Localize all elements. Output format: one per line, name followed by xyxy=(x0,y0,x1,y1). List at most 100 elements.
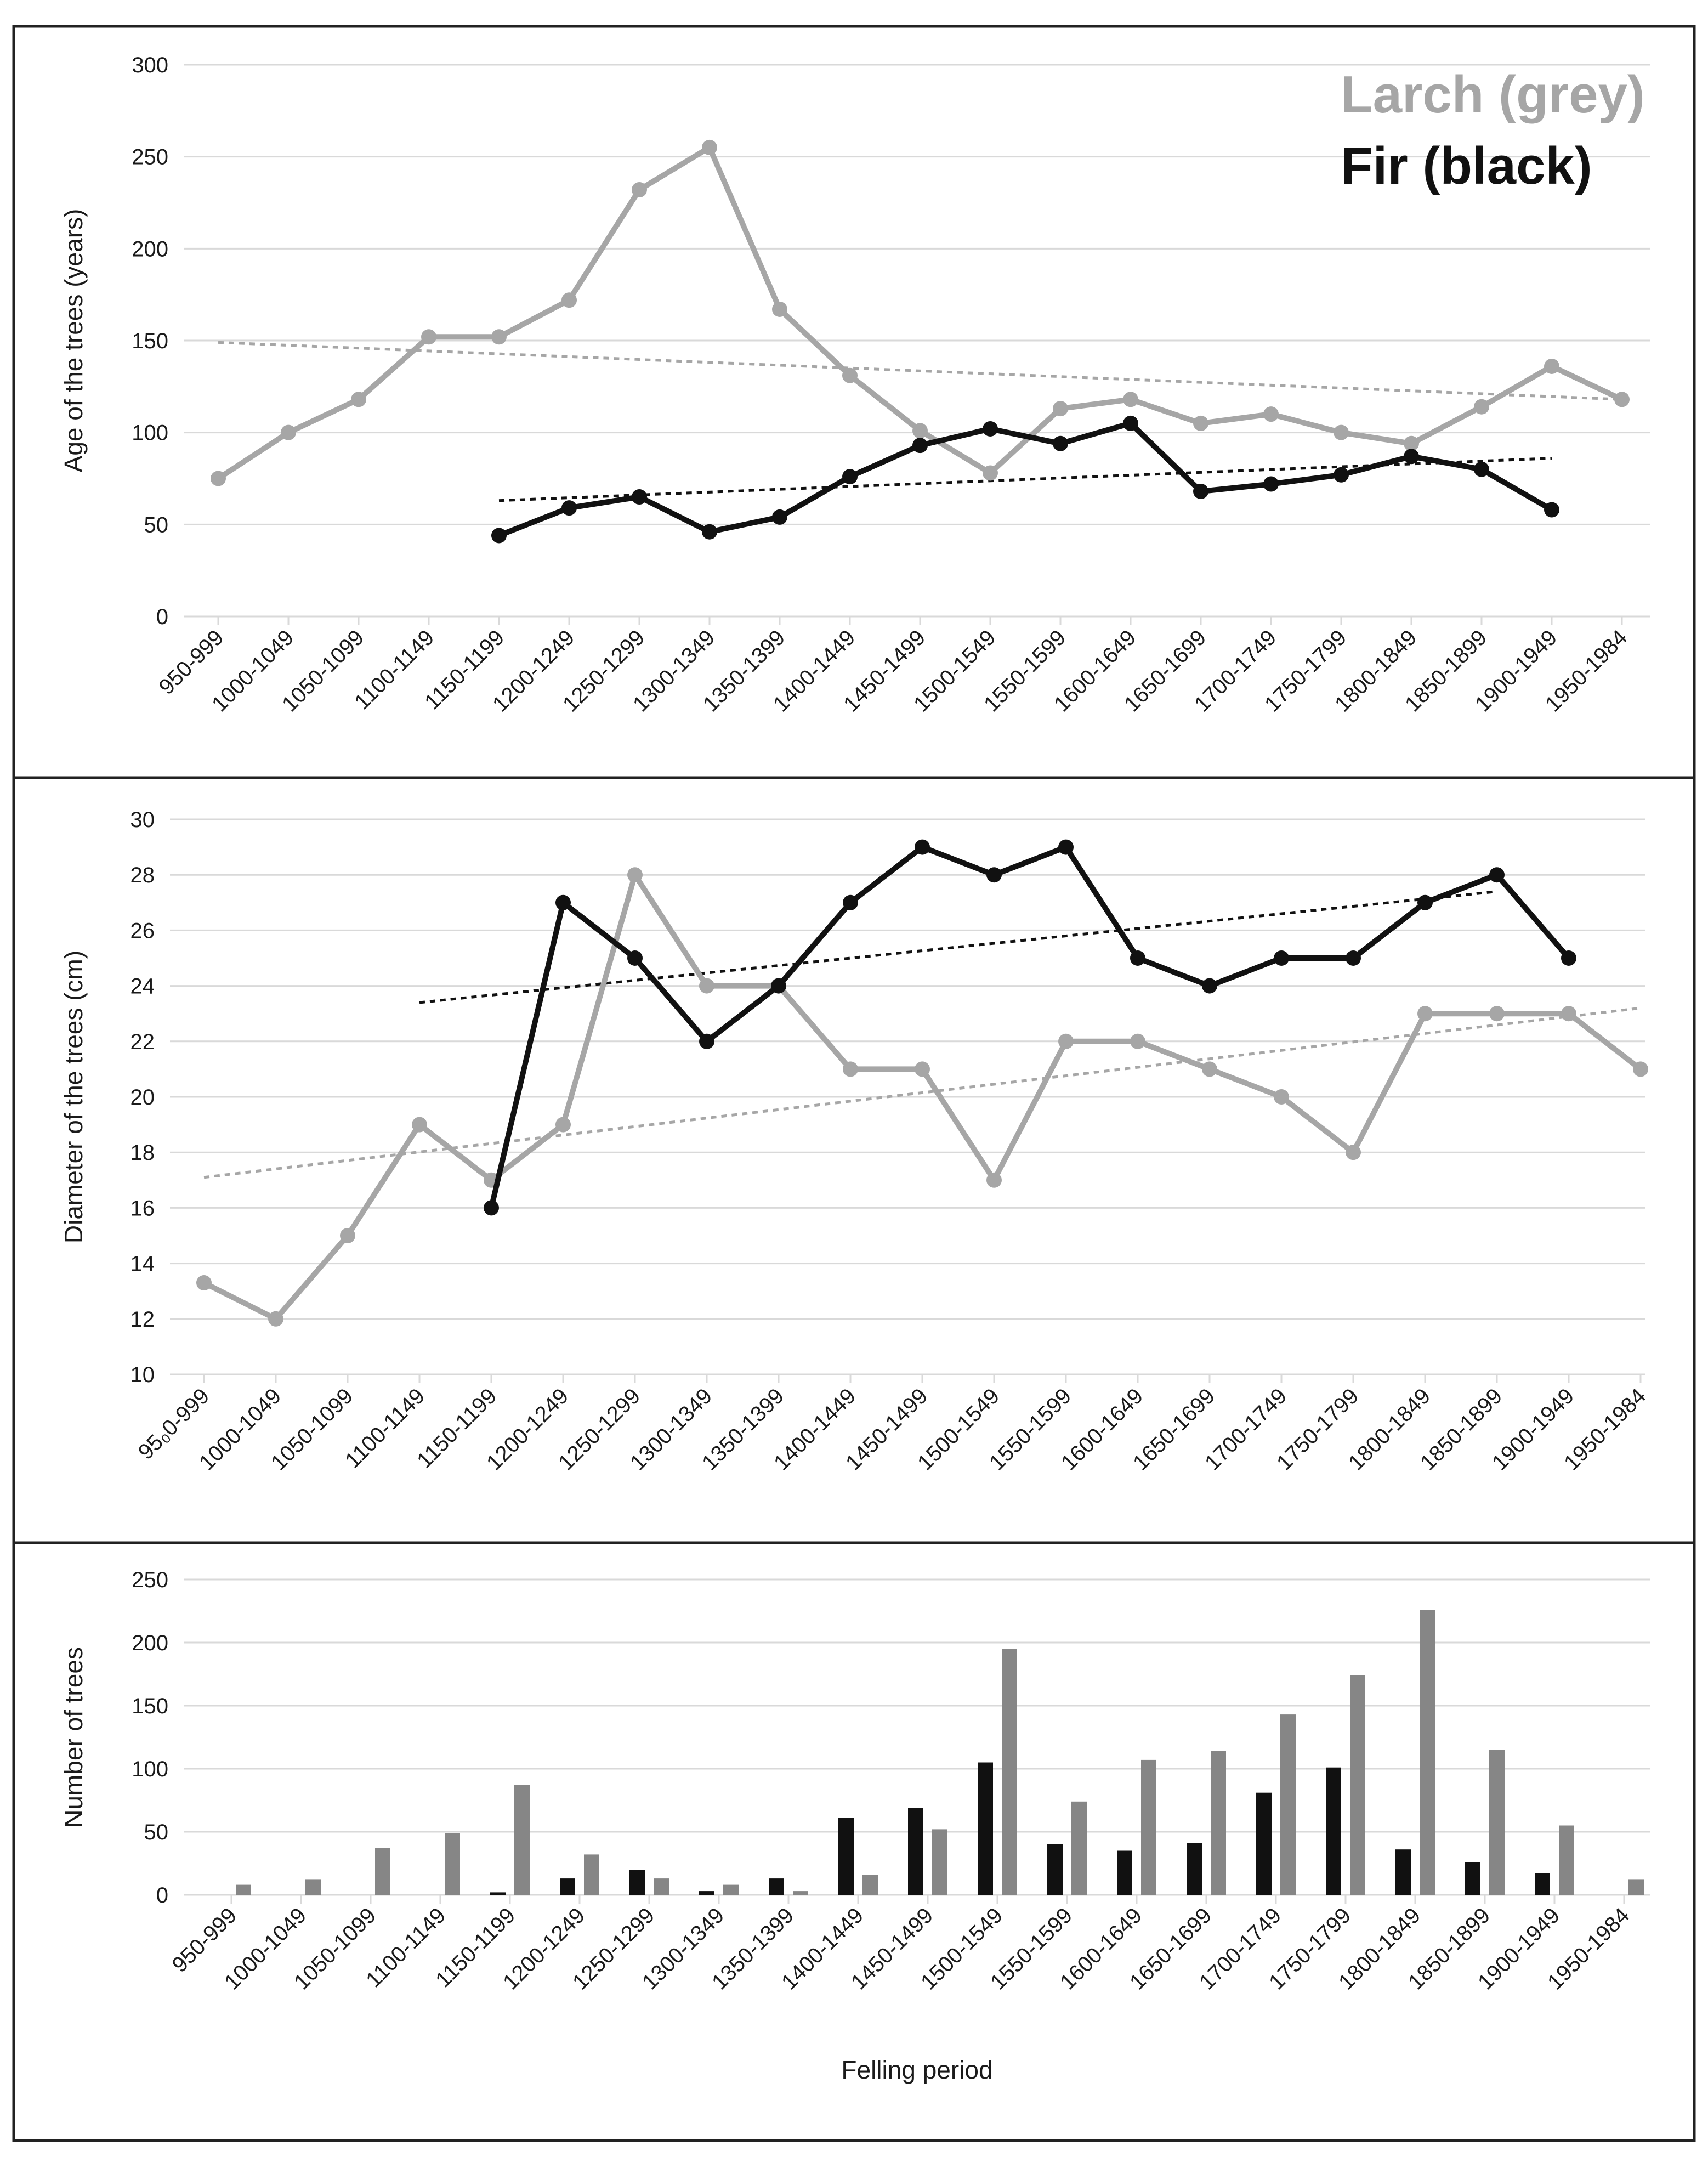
diameter-point-larch xyxy=(268,1311,283,1327)
age-y-tick-label: 0 xyxy=(156,605,168,629)
number-bar-fir xyxy=(1117,1850,1132,1895)
number-bar-fir xyxy=(908,1808,923,1895)
age-trendline-larch xyxy=(218,341,1622,401)
age-point-larch xyxy=(1263,406,1279,422)
number-y-tick-label: 250 xyxy=(132,1568,168,1592)
age-y-tick-label: 250 xyxy=(132,145,168,169)
age-point-fir xyxy=(1474,461,1489,477)
number-y-tick-label: 200 xyxy=(132,1631,168,1655)
number-bar-fir xyxy=(838,1818,854,1895)
diameter-y-tick-label: 10 xyxy=(130,1363,155,1387)
age-point-fir xyxy=(1404,449,1419,465)
diameter-point-fir xyxy=(986,867,1002,883)
age-point-fir xyxy=(491,528,507,544)
number-bar-larch xyxy=(1280,1714,1296,1895)
age-point-larch xyxy=(351,392,366,407)
number-bar-larch xyxy=(584,1854,599,1895)
number-bar-fir xyxy=(699,1891,714,1895)
number-bar-larch xyxy=(1141,1759,1156,1895)
number-bar-larch xyxy=(375,1848,390,1895)
number-bar-larch xyxy=(1559,1825,1574,1895)
diameter-point-larch xyxy=(1346,1145,1361,1160)
diameter-y-tick-label: 22 xyxy=(130,1030,155,1054)
age-point-larch xyxy=(1193,415,1208,431)
age-series-line-fir xyxy=(496,420,1554,539)
diameter-y-tick-label: 12 xyxy=(130,1307,155,1332)
diameter-point-larch xyxy=(555,1117,571,1133)
age-y-tick-label: 150 xyxy=(132,329,168,353)
diameter-point-larch xyxy=(843,1061,858,1077)
diameter-point-larch xyxy=(915,1061,930,1077)
number-bar-larch xyxy=(1071,1801,1087,1895)
number-x-axis-title: Felling period xyxy=(841,2056,992,2084)
age-point-fir xyxy=(561,500,577,516)
number-bar-larch xyxy=(1420,1610,1435,1895)
diameter-point-fir xyxy=(1130,950,1145,966)
age-point-larch xyxy=(1474,399,1489,415)
number-bar-larch xyxy=(1489,1750,1505,1895)
age-point-larch xyxy=(1544,358,1559,374)
age-point-fir xyxy=(1123,415,1138,431)
age-point-larch xyxy=(702,139,717,155)
diameter-point-fir xyxy=(1417,894,1433,910)
number-bar-fir xyxy=(978,1762,993,1895)
age-y-tick-label: 300 xyxy=(132,53,168,77)
number-y-tick-label: 50 xyxy=(144,1820,169,1844)
diameter-series-line-fir xyxy=(489,844,1571,1211)
diameter-point-fir xyxy=(555,894,571,910)
diameter-y-tick-label: 24 xyxy=(130,975,155,999)
age-y-axis-title: Age of the trees (years) xyxy=(59,209,88,473)
number-bar-fir xyxy=(490,1892,506,1895)
age-point-larch xyxy=(1404,435,1419,451)
number-bar-larch xyxy=(445,1833,460,1895)
age-point-larch xyxy=(281,424,296,440)
number-bar-larch xyxy=(236,1884,251,1895)
diameter-point-fir xyxy=(627,950,643,966)
age-point-fir xyxy=(1053,435,1068,451)
number-y-tick-label: 150 xyxy=(132,1694,168,1718)
diameter-trendline-fir xyxy=(419,890,1497,1004)
age-point-larch xyxy=(983,465,998,481)
age-point-larch xyxy=(1053,401,1068,417)
age-point-fir xyxy=(912,438,928,454)
diameter-point-larch xyxy=(196,1275,212,1291)
diameter-y-tick-label: 30 xyxy=(130,808,155,832)
diameter-point-fir xyxy=(915,839,930,855)
diameter-point-fir xyxy=(699,1033,714,1049)
number-bar-larch xyxy=(654,1878,669,1895)
legend-larch: Larch (grey) xyxy=(1341,65,1645,124)
age-y-tick-label: 50 xyxy=(144,513,169,537)
age-point-larch xyxy=(842,367,858,383)
number-bar-fir xyxy=(629,1870,645,1895)
age-point-larch xyxy=(211,471,226,486)
number-bar-fir xyxy=(1465,1862,1480,1895)
diameter-point-fir xyxy=(1561,950,1576,966)
number-bar-fir xyxy=(769,1878,784,1895)
number-bar-fir xyxy=(1256,1792,1272,1895)
age-y-tick-label: 100 xyxy=(132,421,168,445)
diameter-point-larch xyxy=(1202,1061,1217,1077)
diameter-point-fir xyxy=(1274,950,1289,966)
diameter-point-larch xyxy=(1417,1006,1433,1022)
age-point-larch xyxy=(1334,424,1349,440)
diameter-y-axis-title: Diameter of the trees (cm) xyxy=(59,950,88,1243)
number-y-axis-title: Number of trees xyxy=(59,1647,88,1828)
age-point-larch xyxy=(561,292,577,308)
diameter-point-fir xyxy=(1346,950,1361,966)
panel-count-border xyxy=(12,1541,1696,2142)
age-point-larch xyxy=(632,182,647,198)
number-bar-fir xyxy=(1395,1849,1411,1895)
diameter-y-tick-label: 18 xyxy=(130,1141,155,1165)
age-point-fir xyxy=(983,421,998,437)
number-bar-larch xyxy=(305,1879,321,1895)
diameter-point-larch xyxy=(340,1228,355,1243)
diameter-point-larch xyxy=(1130,1033,1145,1049)
number-bar-larch xyxy=(1211,1751,1226,1895)
age-point-fir xyxy=(1263,476,1279,492)
diameter-y-tick-label: 16 xyxy=(130,1196,155,1220)
number-bar-larch xyxy=(1628,1879,1644,1895)
age-point-larch xyxy=(421,329,436,345)
diameter-point-larch xyxy=(627,867,643,883)
diameter-point-fir xyxy=(771,978,786,994)
